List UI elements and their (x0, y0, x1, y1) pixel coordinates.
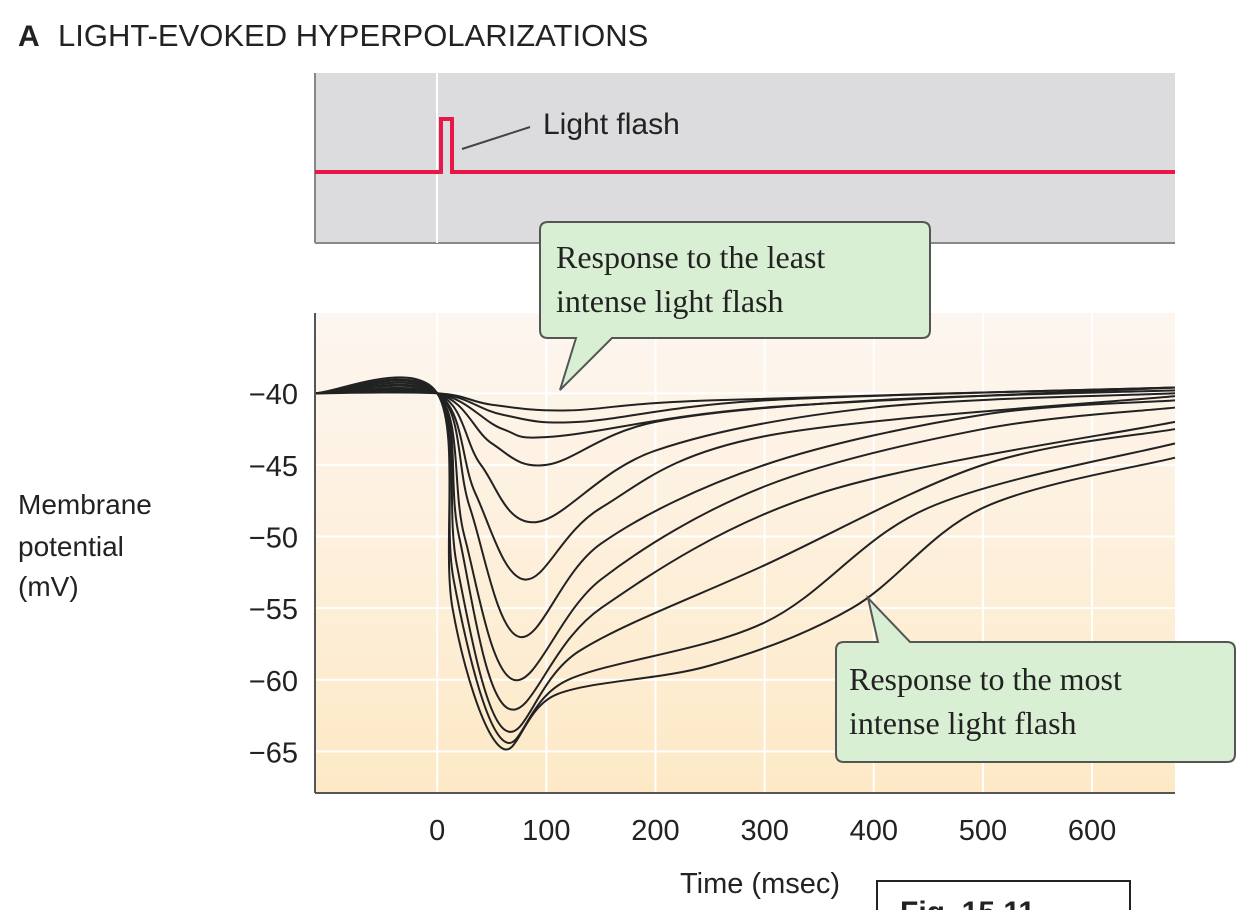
stimulus-background (315, 73, 1175, 243)
y-tick-label: −40 (249, 379, 298, 411)
y-tick-label: −45 (249, 451, 298, 483)
x-tick-label: 600 (1068, 815, 1116, 847)
callout-text: intense light flash (849, 705, 1077, 741)
response-trace (314, 376, 1176, 751)
callout-most-intense: Response to the most intense light flash (835, 594, 1236, 763)
y-tick-label: −55 (249, 594, 298, 626)
light-flash-label: Light flash (543, 108, 680, 141)
callout-text: Response to the most (849, 661, 1122, 697)
x-tick-label: 100 (522, 815, 570, 847)
x-tick-label: 200 (631, 815, 679, 847)
y-label-line: (mV) (18, 571, 79, 602)
x-tick-label: 400 (850, 815, 898, 847)
response-trace (314, 379, 1176, 733)
y-tick-label: −65 (249, 737, 298, 769)
x-tick-label: 0 (429, 815, 445, 847)
panel-letter: A (18, 20, 40, 53)
figure-label: Fig. 15.11 (900, 896, 1035, 910)
callout-text: Response to the least (556, 239, 825, 275)
response-trace (314, 383, 1176, 638)
callout-text: intense light flash (556, 283, 784, 319)
y-label-line: Membrane (18, 489, 152, 520)
x-tick-labels: 0 100 200 300 400 500 600 (429, 815, 1116, 847)
traces (314, 376, 1176, 751)
light-flash-trace (315, 117, 1175, 174)
x-axis-label: Time (msec) (680, 868, 840, 900)
y-axis-label: Membrane potential (mV) (18, 489, 152, 602)
y-tick-labels: −40 −45 −50 −55 −60 −65 (249, 379, 298, 769)
light-flash-leader (461, 126, 531, 150)
y-tick-label: −50 (249, 523, 298, 555)
y-label-line: potential (18, 531, 124, 562)
plot-area: −40 −45 −50 −55 −60 −65 0 100 200 300 400 500 600 (249, 313, 1176, 847)
figure-title: LIGHT-EVOKED HYPERPOLARIZATIONS (58, 18, 648, 53)
x-tick-label: 300 (740, 815, 788, 847)
x-tick-label: 500 (959, 815, 1007, 847)
figure-label-box: Fig. 15.11 (876, 880, 1131, 910)
stimulus-panel: Light flash (314, 73, 1175, 244)
y-tick-label: −60 (249, 666, 298, 698)
callout-least-intense: Response to the least intense light flas… (539, 221, 931, 391)
